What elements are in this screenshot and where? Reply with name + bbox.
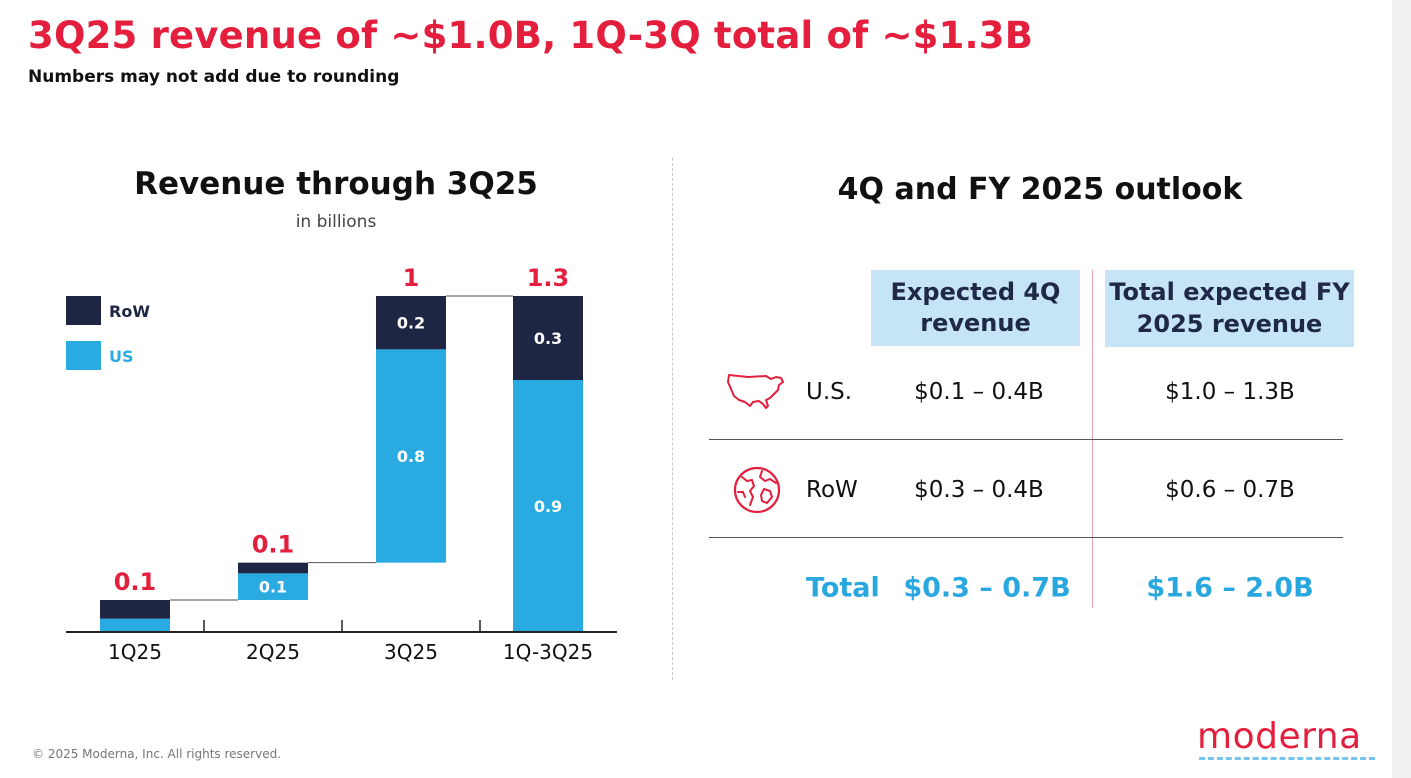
bar-label-us: 0.9 — [534, 497, 562, 516]
bar-us-3Q25 — [376, 349, 446, 563]
row-label-total: Total — [806, 572, 880, 604]
bar-row-1Q-3Q25 — [513, 296, 583, 380]
usa-map-icon — [727, 374, 784, 409]
x-tick-label: 1Q25 — [108, 640, 162, 664]
bar-label-row: 0.2 — [397, 314, 425, 333]
bar-total-label: 0.1 — [114, 568, 157, 596]
copyright-text: © 2025 Moderna, Inc. All rights reserved… — [32, 747, 282, 761]
moderna-logo: moderna — [1197, 716, 1362, 757]
row-row-q4-value: $0.3 – 0.4B — [914, 477, 1044, 503]
column-header-4q: Expected 4Q revenue — [871, 270, 1080, 346]
row-us-q4-value: $0.1 – 0.4B — [914, 379, 1044, 405]
bar-total-label: 1 — [403, 264, 420, 292]
bar-row-2Q25 — [238, 562, 308, 574]
chart-subtitle: in billions — [295, 212, 377, 232]
total-fy-value: $1.6 – 2.0B — [1146, 572, 1314, 604]
row-separator — [709, 537, 1343, 538]
x-tick-label: 1Q-3Q25 — [503, 640, 593, 664]
section-divider — [672, 158, 673, 680]
bar-us-2Q25 — [238, 573, 308, 600]
row-label-us: U.S. — [806, 379, 853, 405]
row-us-fy-value: $1.0 – 1.3B — [1165, 379, 1295, 405]
total-q4-value: $0.3 – 0.7B — [903, 572, 1071, 604]
legend-swatch-row — [66, 296, 101, 325]
legend-label-row: RoW — [109, 302, 150, 321]
row-label-row: RoW — [806, 477, 858, 503]
row-separator — [709, 439, 1343, 440]
globe-icon — [733, 466, 781, 514]
column-header-fy: Total expected FY 2025 revenue — [1105, 270, 1354, 347]
legend-swatch-us — [66, 341, 101, 370]
right-edge-strip — [1392, 0, 1411, 778]
x-tick-label: 2Q25 — [246, 640, 300, 664]
x-tick-label: 3Q25 — [384, 640, 438, 664]
revenue-bar-chart: 0.1 1Q25 0.1 0.1 2Q25 0.8 0.2 1 3Q25 0.9 0.3 1.3 1Q-… — [66, 264, 617, 664]
legend-label-us: US — [109, 347, 134, 366]
row-row-fy-value: $0.6 – 0.7B — [1165, 477, 1295, 503]
bar-row-1Q25 — [100, 600, 170, 619]
bar-total-label: 0.1 — [252, 531, 295, 559]
outlook-title: 4Q and FY 2025 outlook — [837, 172, 1243, 207]
page-subtitle: Numbers may not add due to rounding — [28, 67, 400, 87]
bar-label-us: 0.1 — [259, 578, 287, 597]
bar-label-row: 0.3 — [534, 329, 562, 348]
bar-label-us: 0.8 — [397, 447, 425, 466]
bar-total-label: 1.3 — [527, 264, 570, 292]
bar-row-3Q25 — [376, 296, 446, 350]
bar-us-1Q-3Q25 — [513, 380, 583, 632]
logo-underline — [1199, 757, 1375, 760]
page-title: 3Q25 revenue of ~$1.0B, 1Q-3Q total of ~… — [28, 14, 1034, 57]
chart-title: Revenue through 3Q25 — [134, 166, 538, 202]
bar-us-1Q25 — [100, 618, 170, 632]
